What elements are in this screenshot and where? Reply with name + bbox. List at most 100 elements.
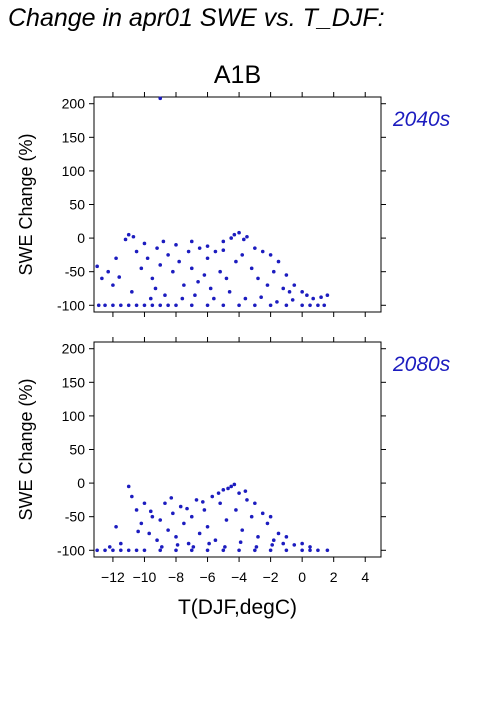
data-point [232,482,237,487]
y-tick-label: 150 [62,374,86,390]
data-point [224,276,229,281]
data-point [111,283,115,287]
data-point [130,290,134,294]
data-point [234,259,238,264]
data-point [169,496,174,500]
data-point [256,276,260,281]
data-point [276,259,281,264]
data-point [221,248,226,252]
data-point [114,256,118,261]
data-point [205,256,210,261]
data-point [189,548,194,553]
data-point [226,486,230,491]
data-point [205,524,210,529]
data-point [106,269,110,274]
data-point [111,548,115,553]
data-point [253,303,257,308]
panel-label: 2040s [392,108,451,131]
data-point [300,541,304,546]
data-point [245,234,249,239]
data-point [275,300,279,304]
data-point [142,241,147,246]
data-point [166,528,170,532]
data-point [145,256,150,261]
data-point [325,293,330,298]
data-point [290,298,295,302]
data-point [174,548,178,553]
y-tick-label: 100 [62,163,86,179]
y-axis-label: SWE Change (%) [16,133,36,275]
data-point [256,535,260,539]
data-point [223,545,227,549]
data-point [189,303,194,308]
data-point [245,498,249,502]
data-point [268,548,273,553]
data-point [158,303,163,308]
data-point [177,259,181,264]
data-point [268,253,273,257]
data-point [308,545,312,549]
y-tick-label: 200 [62,341,86,357]
data-point [131,234,136,239]
data-point [142,548,147,553]
data-point [212,296,216,301]
data-point [325,548,330,553]
y-tick-label: -100 [57,297,85,313]
data-point [130,494,134,499]
data-point [300,290,304,294]
data-point [216,491,221,495]
data-point [174,243,178,247]
data-point [139,521,144,526]
scatter-panel-2040s: A1B 2040s SWE Change (%) -100 -50 0 50 100 150 20… [16,61,451,317]
data-point [180,296,185,301]
data-point [292,543,297,547]
data-point [208,286,213,291]
data-point [126,232,131,237]
data-point [178,504,183,509]
data-point [253,501,257,506]
data-point [243,296,248,301]
data-point [163,293,167,298]
y-tick-label: -50 [65,509,85,525]
data-point [249,266,254,271]
data-point [218,501,222,506]
data-point [205,244,210,248]
data-point [259,295,263,300]
data-point [229,484,233,489]
data-point [95,548,99,553]
data-point [175,543,180,547]
y-tick-label: 0 [77,230,85,246]
data-point [150,276,155,281]
x-tick-label: 4 [361,569,369,585]
data-point [205,548,210,553]
data-point [224,518,229,522]
y-tick-label: 200 [62,96,86,112]
data-point [213,538,218,543]
data-point [218,269,222,274]
data-point [158,263,163,267]
y-tick-label: 0 [77,475,85,491]
data-point [114,524,118,529]
data-point [134,303,139,308]
data-point [281,541,286,546]
data-point [119,541,123,546]
data-point [136,529,140,534]
y-tick-label: 100 [62,408,86,424]
data-point [319,295,323,300]
data-point [249,514,254,519]
data-point [221,548,226,553]
data-point [237,491,241,495]
data-point [166,303,170,308]
x-tick-label: 0 [298,569,306,585]
data-point [155,246,159,250]
data-point [191,545,196,549]
y-tick-label: -50 [65,264,85,280]
data-point [182,521,186,526]
data-point [260,249,265,254]
data-point [292,283,297,287]
plot-frame [93,341,382,558]
panel-title: A1B [214,61,261,89]
data-point [189,514,194,519]
data-point [242,237,246,242]
data-point [305,293,309,298]
